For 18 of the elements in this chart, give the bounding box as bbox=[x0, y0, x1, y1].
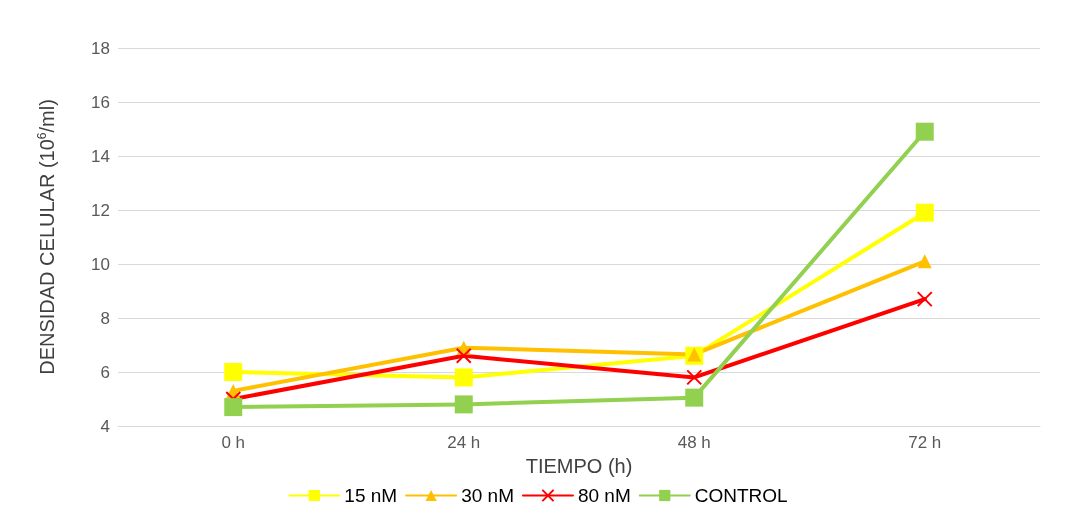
y-tick-label: 10 bbox=[91, 254, 110, 274]
y-tick-label: 8 bbox=[100, 308, 110, 328]
legend-label: CONTROL bbox=[694, 485, 788, 506]
legend-label: 15 nM bbox=[344, 485, 398, 506]
y-tick-label: 4 bbox=[100, 416, 110, 436]
y-tick-label: 14 bbox=[91, 146, 110, 166]
y-tick-label: 18 bbox=[91, 38, 110, 58]
y-tick-label: 12 bbox=[91, 200, 110, 220]
y-tick-label: 6 bbox=[100, 362, 110, 382]
x-tick-label: 48 h bbox=[677, 433, 711, 452]
x-tick-label: 24 h bbox=[447, 433, 481, 452]
y-tick-label: 16 bbox=[91, 92, 110, 112]
legend-label: 30 nM bbox=[461, 485, 514, 506]
x-tick-label: 72 h bbox=[908, 433, 942, 452]
legend-label: 80 nM bbox=[577, 485, 631, 506]
y-axis-title: DENSIDAD CELULAR (106/ml) bbox=[35, 99, 58, 375]
x-tick-label: 0 h bbox=[221, 433, 246, 452]
x-axis-title: TIEMPO (h) bbox=[525, 454, 633, 477]
